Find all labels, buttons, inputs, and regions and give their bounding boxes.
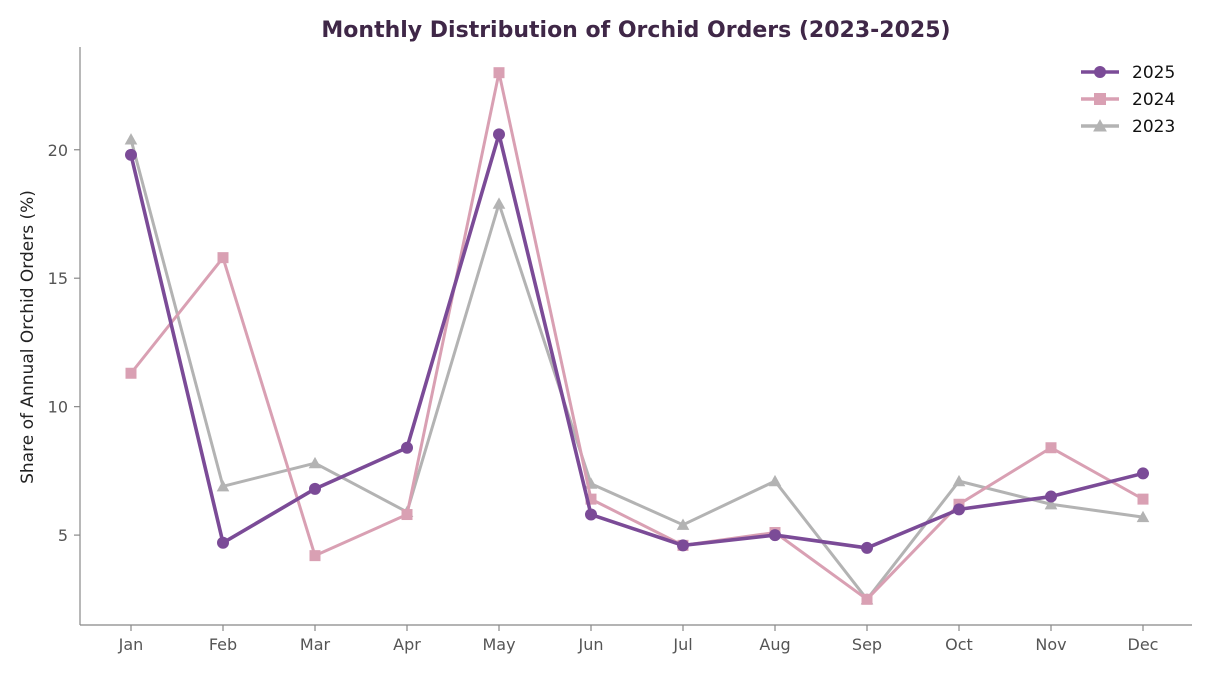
y-tick-label: 15 bbox=[48, 269, 68, 288]
data-point bbox=[1044, 497, 1058, 510]
x-tick-label: Apr bbox=[393, 635, 421, 654]
data-point bbox=[124, 133, 138, 145]
x-tick-label: Sep bbox=[852, 635, 882, 654]
data-point bbox=[308, 456, 322, 469]
series-2023 bbox=[124, 133, 1150, 605]
legend-marker bbox=[1094, 93, 1106, 105]
y-ticks: 5 10 15 20 bbox=[48, 141, 80, 545]
series-line bbox=[129, 132, 1144, 550]
legend-item: 2025 bbox=[1081, 63, 1175, 83]
data-point bbox=[768, 474, 782, 487]
data-point bbox=[861, 593, 873, 605]
chart-title: Monthly Distribution of Orchid Orders (2… bbox=[321, 18, 950, 43]
data-point bbox=[1137, 493, 1149, 505]
data-point bbox=[492, 197, 506, 209]
x-tick-label: Dec bbox=[1128, 635, 1159, 654]
legend: 2025 2024 2023 bbox=[1081, 63, 1175, 137]
x-tick-label: Mar bbox=[300, 635, 331, 654]
data-point bbox=[677, 539, 689, 552]
y-axis-label: Share of Annual Orchid Orders (%) bbox=[18, 190, 38, 484]
data-point bbox=[585, 508, 597, 521]
data-point bbox=[217, 252, 229, 264]
data-point bbox=[125, 148, 137, 161]
x-ticks: Jan Feb Mar Apr May Jun Jul Aug Sep Oct Nov Dec bbox=[118, 625, 1159, 654]
legend-item: 2024 bbox=[1081, 90, 1175, 110]
series-group bbox=[124, 67, 1150, 605]
x-tick-label: May bbox=[482, 635, 515, 654]
x-tick-label: Aug bbox=[759, 635, 790, 654]
data-point bbox=[953, 503, 965, 516]
data-point bbox=[1045, 490, 1057, 503]
data-point bbox=[676, 518, 690, 530]
legend-label: 2024 bbox=[1132, 90, 1175, 110]
series-line bbox=[129, 71, 1144, 601]
y-tick-label: 5 bbox=[58, 526, 68, 545]
data-point bbox=[861, 541, 873, 554]
x-tick-label: Oct bbox=[945, 635, 973, 654]
data-point bbox=[125, 367, 137, 379]
data-point bbox=[309, 482, 321, 495]
legend-marker bbox=[1094, 66, 1106, 78]
y-tick-label: 20 bbox=[48, 141, 68, 160]
y-tick-label: 10 bbox=[48, 398, 68, 417]
data-point bbox=[401, 441, 413, 454]
legend-label: 2025 bbox=[1132, 63, 1175, 83]
data-point bbox=[493, 128, 505, 141]
data-point bbox=[217, 536, 229, 549]
data-point bbox=[769, 529, 781, 542]
data-point bbox=[1045, 442, 1057, 454]
x-tick-label: Feb bbox=[209, 635, 237, 654]
legend-item: 2023 bbox=[1081, 117, 1175, 137]
data-point bbox=[401, 509, 413, 521]
series-2025 bbox=[125, 128, 1149, 554]
data-point bbox=[1136, 510, 1150, 523]
axes bbox=[79, 47, 1192, 626]
x-tick-label: Jun bbox=[578, 635, 604, 654]
data-point bbox=[585, 493, 597, 505]
data-point bbox=[216, 479, 230, 492]
series-2024 bbox=[125, 67, 1149, 605]
legend-label: 2023 bbox=[1132, 117, 1175, 137]
x-tick-label: Jul bbox=[672, 635, 692, 654]
series-line bbox=[129, 139, 1144, 601]
x-tick-label: Nov bbox=[1035, 635, 1066, 654]
data-point bbox=[1137, 467, 1149, 480]
data-point bbox=[952, 474, 966, 487]
data-point bbox=[493, 67, 505, 79]
data-point bbox=[309, 550, 321, 562]
x-tick-label: Jan bbox=[118, 635, 144, 654]
legend-marker bbox=[1093, 119, 1107, 132]
